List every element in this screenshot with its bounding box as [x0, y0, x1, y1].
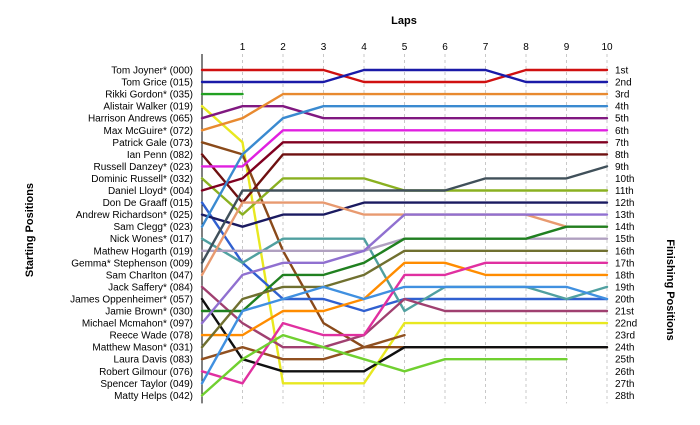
starting-position-label: Patrick Gale (073) [112, 138, 193, 149]
series-line-19 [200, 285, 609, 349]
starting-position-label: Russell Danzey* (023) [94, 162, 194, 173]
finishing-position-label: 19th [615, 282, 634, 293]
lap-tick-label: 8 [523, 42, 529, 53]
series-line-25 [200, 333, 406, 361]
finishing-position-label: 27th [615, 379, 634, 390]
finishing-position-label: 26th [615, 367, 634, 378]
series-line-7 [200, 141, 609, 349]
lap-tick-label: 5 [402, 42, 408, 53]
finishing-position-label: 11th [615, 186, 634, 197]
starting-position-label: Sam Charlton (047) [106, 270, 193, 281]
starting-position-label: Andrew Richardson* (025) [76, 210, 193, 221]
starting-position-label: Daniel Lloyd* (004) [108, 186, 193, 197]
series-line-10 [200, 177, 609, 216]
starting-position-label: Harrison Andrews (065) [88, 114, 193, 125]
finishing-position-label: 28th [615, 391, 634, 402]
finishing-position-label: 24th [615, 343, 634, 354]
finishing-position-label: 25th [615, 355, 634, 366]
series-line-8 [200, 153, 609, 204]
series-line-27 [200, 285, 609, 385]
lap-tick-label: 10 [601, 42, 613, 53]
series-line-14 [200, 104, 609, 228]
series-line-24 [200, 249, 609, 349]
finishing-position-label: 3rd [615, 90, 629, 101]
series-line-2 [200, 68, 609, 84]
starting-position-label: Gemma* Stephenson (009) [71, 258, 193, 269]
starting-position-label: Jamie Brown* (030) [105, 307, 193, 318]
starting-position-labels: Tom Joyner* (000)Tom Grice (015)Rikki Go… [70, 66, 193, 402]
starting-position-label: Alistair Walker (019) [103, 102, 193, 113]
series-line-21 [200, 225, 609, 313]
starting-position-label: Ian Penn (082) [127, 150, 193, 161]
y-axis-right-label: Finishing Positions [664, 239, 676, 340]
series-line-6 [200, 92, 609, 132]
finishing-position-label: 12th [615, 198, 634, 209]
series-line-15 [200, 237, 609, 313]
lap-tick-label: 6 [442, 42, 448, 53]
finishing-position-label: 21st [615, 307, 634, 318]
finishing-position-label: 23rd [615, 331, 635, 342]
series-line-22 [200, 213, 609, 325]
finishing-position-label: 16th [615, 246, 634, 257]
starting-position-label: Tom Joyner* (000) [111, 66, 193, 77]
lap-tick-label: 9 [564, 42, 570, 53]
finishing-position-label: 20th [615, 294, 634, 305]
lap-tick-label: 1 [240, 42, 246, 53]
series-line-20 [200, 297, 609, 373]
starting-position-label: Nick Wones* (017) [110, 234, 193, 245]
finishing-position-label: 10th [615, 174, 634, 185]
series-line-11 [200, 141, 609, 192]
starting-position-label: Sam Clegg* (023) [114, 222, 193, 233]
finishing-position-label: 22nd [615, 319, 637, 330]
starting-position-label: Matthew Mason* (031) [92, 343, 193, 354]
starting-position-label: Max McGuire* (072) [104, 126, 193, 137]
starting-position-label: James Oppenheimer* (057) [70, 294, 193, 305]
finishing-position-label: 17th [615, 258, 634, 269]
finishing-position-label: 13th [615, 210, 634, 221]
starting-position-label: Rikki Gordon* (035) [105, 90, 193, 101]
series-line-1 [200, 68, 609, 84]
finishing-position-label: 7th [615, 138, 629, 149]
starting-position-label: Jack Saffery* (084) [108, 282, 193, 293]
series-line-9 [200, 129, 609, 168]
series-line-17 [200, 165, 609, 264]
series-line-5 [200, 104, 609, 120]
y-axis-left-label: Starting Positions [24, 183, 36, 277]
lap-tick-label: 7 [483, 42, 489, 53]
series-line-13 [200, 201, 609, 228]
finishing-position-label: 6th [615, 126, 629, 137]
finishing-position-label: 4th [615, 102, 629, 113]
lap-tick-label: 2 [280, 42, 286, 53]
lap-ticks: 1 2 3 4 5 6 7 8 9 10 [240, 42, 613, 53]
starting-position-label: Spencer Taylor (049) [100, 379, 193, 390]
finishing-position-label: 18th [615, 270, 634, 281]
starting-position-label: Tom Grice (015) [121, 78, 193, 89]
finishing-position-label: 1st [615, 66, 629, 77]
starting-position-label: Reece Wade (078) [109, 331, 193, 342]
starting-position-label: Robert Gilmour (076) [99, 367, 193, 378]
finishing-position-label: 2nd [615, 78, 632, 89]
finishing-position-label: 8th [615, 150, 629, 161]
finishing-position-label: 14th [615, 222, 634, 233]
finishing-position-label: 5th [615, 114, 629, 125]
lap-tick-label: 3 [321, 42, 327, 53]
starting-position-label: Mathew Hogarth (019) [94, 246, 194, 257]
starting-position-label: Matty Helps (042) [114, 391, 193, 402]
series-line-23 [200, 261, 609, 337]
gridlines [201, 54, 608, 404]
series-line-28 [200, 333, 568, 397]
finishing-position-labels: 1st2nd3rd4th5th6th7th8th9th10th11th12th1… [615, 66, 637, 402]
lap-tick-label: 4 [361, 42, 367, 53]
starting-position-label: Don De Graaff (015) [103, 198, 193, 209]
starting-position-label: Dominic Russell* (032) [91, 174, 193, 185]
finishing-position-label: 9th [615, 162, 629, 173]
starting-position-label: Laura Davis (083) [114, 355, 193, 366]
chart-title: Laps [391, 15, 417, 27]
finishing-position-label: 15th [615, 234, 634, 245]
series-lines [200, 68, 609, 397]
starting-position-label: Michael Mcmahon* (097) [82, 319, 193, 330]
